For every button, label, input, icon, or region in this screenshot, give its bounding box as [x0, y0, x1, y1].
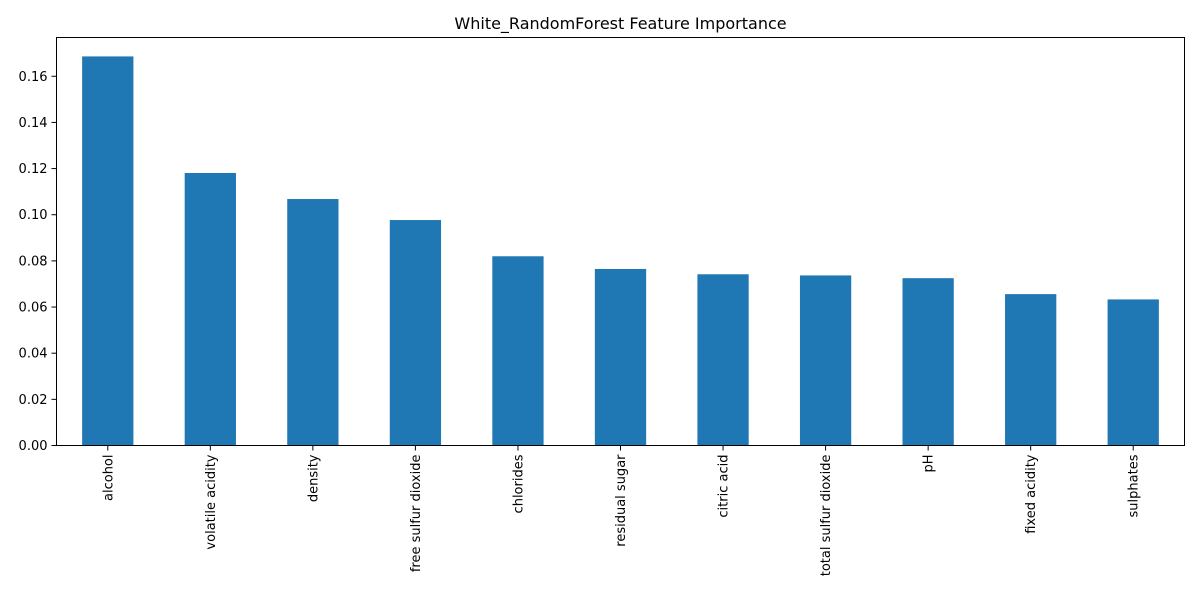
- y-tick-label: 0.10: [19, 208, 48, 223]
- bar-citric-acid: [697, 274, 749, 446]
- x-tick-label: fixed acidity: [1024, 454, 1039, 534]
- plot-frame: [56, 37, 1185, 446]
- y-axis: 0.00 0.02 0.04 0.06 0.08 0.10 0.12 0.14 0.16: [19, 70, 57, 454]
- x-tick-label: citric acid: [717, 455, 732, 518]
- x-tick-label: density: [306, 454, 321, 502]
- y-tick-label: 0.16: [19, 70, 48, 85]
- y-tick-label: 0.08: [19, 254, 48, 269]
- y-tick-label: 0.14: [19, 116, 48, 131]
- x-tick-label: pH: [922, 455, 937, 473]
- x-tick-label: volatile acidity: [204, 454, 219, 549]
- x-tick-label: alcohol: [101, 455, 116, 501]
- x-tick-label: sulphates: [1127, 454, 1142, 517]
- x-tick-label: residual sugar: [614, 454, 629, 547]
- bar-volatile-acidity: [184, 172, 236, 446]
- bar-free-sulfur-dioxide: [389, 220, 442, 446]
- y-tick-label: 0.06: [19, 301, 48, 316]
- bar-density: [287, 199, 339, 446]
- x-tick-label: free sulfur dioxide: [409, 454, 424, 572]
- bar-fixed-acidity: [1005, 294, 1057, 446]
- x-axis: alcohol volatile acidity density free sulfu…: [101, 445, 1142, 577]
- bar-alcohol: [82, 56, 134, 446]
- bar-residual-sugar: [594, 268, 647, 446]
- y-tick-label: 0.00: [19, 439, 48, 454]
- x-tick-label: total sulfur dioxide: [819, 455, 834, 577]
- y-tick-label: 0.04: [19, 347, 48, 362]
- chart-title: White_RandomForest Feature Importance: [454, 14, 786, 34]
- y-tick-label: 0.02: [19, 393, 48, 408]
- y-tick-label: 0.12: [19, 162, 48, 177]
- bars-group: [82, 56, 1159, 446]
- x-tick-label: chlorides: [511, 454, 526, 513]
- bar-sulphates: [1107, 299, 1159, 446]
- bar-chlorides: [492, 256, 544, 446]
- bar-ph: [902, 278, 954, 446]
- bar-total-sulfur-dioxide: [799, 275, 852, 446]
